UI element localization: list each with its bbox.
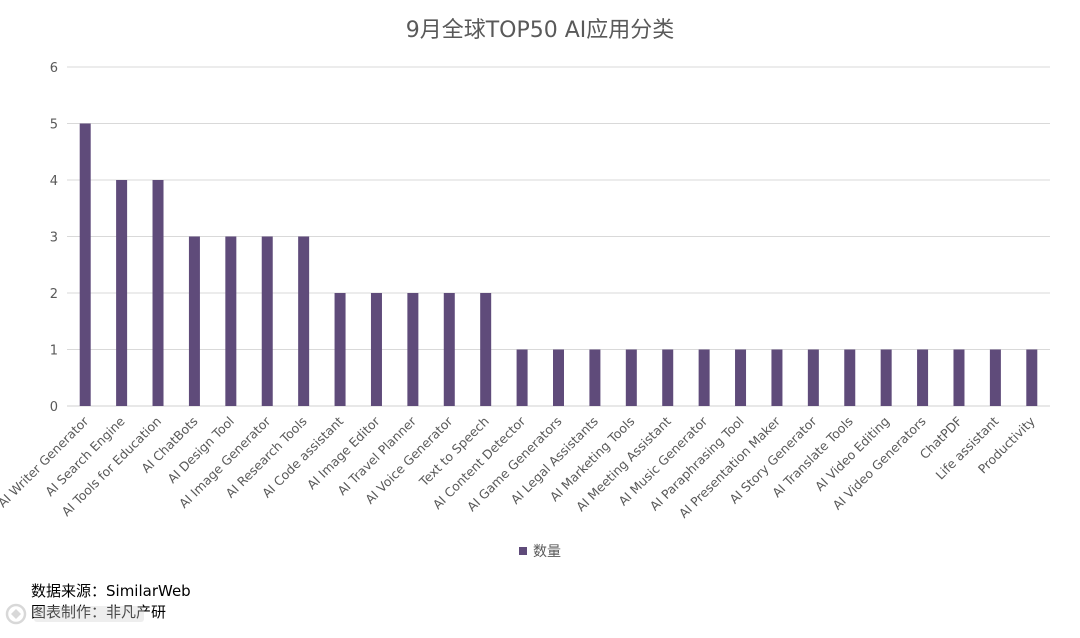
- bar: [953, 349, 965, 406]
- bar: [989, 349, 1001, 406]
- y-tick-label: 0: [50, 400, 58, 415]
- bar: [516, 349, 528, 406]
- bar: [407, 293, 419, 406]
- y-tick-label: 6: [50, 61, 58, 76]
- bar: [152, 180, 164, 406]
- bar: [1026, 349, 1038, 406]
- bar: [844, 349, 856, 406]
- bar: [370, 293, 382, 406]
- bar: [625, 349, 637, 406]
- bar: [735, 349, 747, 406]
- bar: [698, 349, 710, 406]
- bar: [880, 349, 892, 406]
- chart-credit-note: 图表制作：非凡产研: [31, 601, 166, 622]
- y-tick-label: 2: [50, 287, 58, 302]
- bar: [917, 349, 929, 406]
- watermark-logo: [4, 598, 154, 638]
- data-source-note: 数据来源：SimilarWeb: [31, 582, 191, 600]
- bar: [116, 180, 128, 406]
- y-tick-label: 4: [50, 174, 58, 189]
- bar: [79, 123, 91, 406]
- bar: [334, 293, 346, 406]
- legend-label: 数量: [533, 544, 561, 560]
- bar: [261, 236, 273, 406]
- bar: [225, 236, 237, 406]
- y-tick-label: 5: [50, 118, 58, 133]
- bar: [771, 349, 783, 406]
- bar: [188, 236, 200, 406]
- bar: [589, 349, 601, 406]
- y-tick-label: 1: [50, 344, 58, 359]
- bar: [553, 349, 564, 406]
- bar: [807, 349, 819, 406]
- legend-swatch: [519, 547, 527, 555]
- y-axis-ticks: 0 1 2 3 4 5 6: [50, 61, 58, 415]
- bar: [480, 293, 492, 406]
- bar: [298, 236, 310, 406]
- legend: 数量: [0, 541, 1080, 561]
- bars: [79, 123, 1038, 406]
- chart-title: 9月全球TOP50 AI应用分类: [405, 18, 675, 43]
- bar: [662, 349, 674, 406]
- y-tick-label: 3: [50, 231, 58, 246]
- bar: [443, 293, 455, 406]
